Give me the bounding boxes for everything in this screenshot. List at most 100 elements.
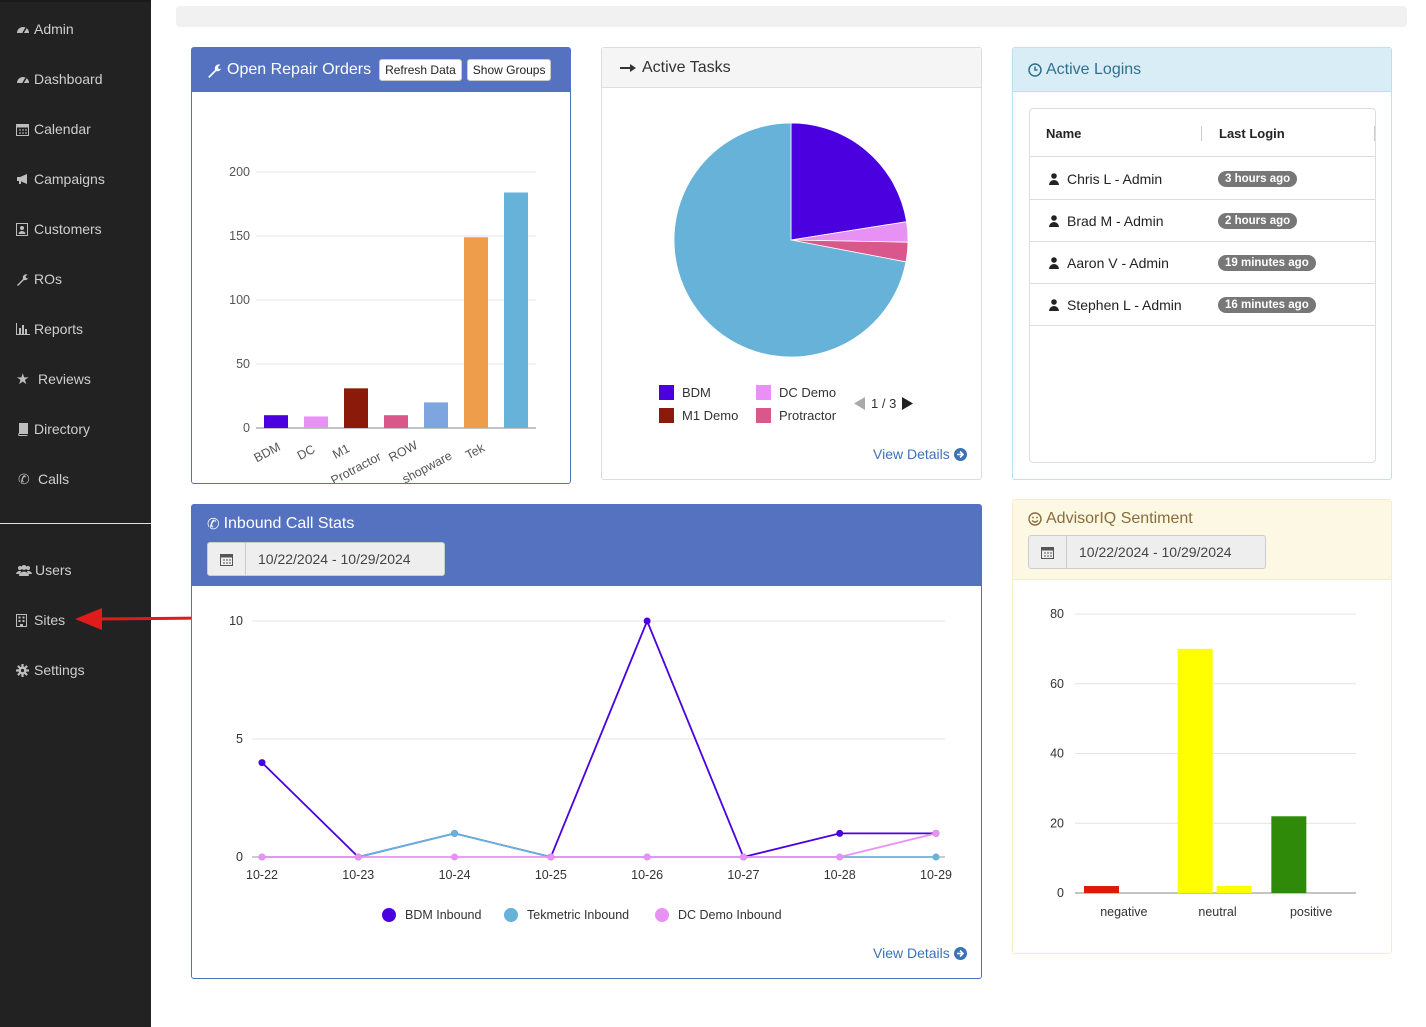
active-tasks-panel: Active Tasks BDM DC Demo M1 Demo Protrac… — [601, 47, 982, 480]
book-icon — [16, 422, 34, 436]
legend-marker — [382, 908, 396, 922]
legend-item[interactable]: DC Demo — [756, 385, 836, 400]
bar — [504, 192, 528, 428]
inbound-calls-chart: 0 5 10 10-22 10-23 10-24 10-25 10-26 10-27 10-28 1… — [229, 614, 952, 922]
column-divider — [1201, 126, 1202, 141]
sidebar-item-campaigns[interactable]: Campaigns — [16, 169, 105, 189]
sidebar-item-dashboard[interactable]: Dashboard — [16, 69, 103, 89]
data-point — [739, 853, 747, 861]
active-tasks-pie — [673, 122, 909, 358]
x-tick-label: neutral — [1198, 905, 1236, 919]
next-page-icon[interactable] — [902, 397, 914, 410]
sidebar-item-users[interactable]: Users — [16, 560, 72, 580]
last-login-badge: 19 minutes ago — [1218, 254, 1316, 271]
x-tick-label: M1 — [330, 441, 352, 462]
legend-item[interactable]: M1 Demo — [659, 408, 738, 423]
legend-item[interactable]: BDM — [659, 385, 711, 400]
x-tick-label: 10-22 — [246, 868, 278, 882]
data-point — [836, 853, 844, 861]
show-groups-button[interactable]: Show Groups — [466, 59, 552, 81]
x-tick-label: 10-28 — [824, 868, 856, 882]
legend-item[interactable]: Protractor — [756, 408, 836, 423]
phone-icon: ✆ — [207, 516, 220, 533]
sidebar-item-customers[interactable]: Customers — [16, 219, 102, 239]
data-point — [547, 853, 555, 861]
sidebar-item-settings[interactable]: Settings — [16, 660, 85, 680]
y-tick-label: 0 — [1057, 886, 1064, 900]
table-row[interactable]: Aaron V - Admin 19 minutes ago — [1030, 242, 1375, 284]
table-row[interactable]: Brad M - Admin 2 hours ago — [1030, 200, 1375, 242]
user-name: Aaron V - Admin — [1067, 254, 1169, 271]
sidebar-item-admin[interactable]: Admin — [16, 19, 74, 39]
data-point — [451, 853, 459, 861]
legend-label: BDM Inbound — [405, 908, 481, 922]
panel-title: Open Repair Orders — [227, 61, 372, 78]
legend-swatch — [659, 408, 674, 423]
column-header-name[interactable]: Name — [1046, 126, 1082, 141]
smile-icon — [1028, 512, 1042, 526]
sidebar-item-label: Campaigns — [34, 171, 105, 187]
pie-slice — [673, 122, 907, 358]
sentiment-date-range-picker[interactable]: 10/22/2024 - 10/29/2024 — [1028, 535, 1266, 569]
bar — [1084, 886, 1119, 893]
refresh-data-button[interactable]: Refresh Data — [379, 59, 462, 81]
sidebar-item-calendar[interactable]: Calendar — [16, 119, 91, 139]
calendar-icon — [208, 543, 246, 575]
bar — [464, 237, 488, 428]
active-tasks-view-details-link[interactable]: View Details — [873, 446, 967, 462]
sidebar-item-directory[interactable]: Directory — [16, 419, 90, 439]
x-tick-label: 10-29 — [920, 868, 952, 882]
sidebar-item-reports[interactable]: Reports — [16, 319, 83, 339]
table-row[interactable]: Stephen L - Admin 16 minutes ago — [1030, 284, 1375, 326]
user-icon — [1049, 298, 1059, 311]
legend-label: BDM — [682, 385, 711, 400]
x-tick-label: 10-25 — [535, 868, 567, 882]
user-name: Brad M - Admin — [1067, 212, 1164, 229]
y-tick-label: 150 — [229, 229, 250, 243]
panel-title: Active Logins — [1046, 60, 1142, 78]
users-icon — [16, 564, 34, 576]
legend-label: Tekmetric Inbound — [527, 908, 629, 922]
sidebar-item-label: Users — [35, 562, 72, 578]
sidebar-item-sites[interactable]: Sites — [16, 610, 65, 630]
y-tick-label: 60 — [1050, 677, 1064, 691]
legend-label: M1 Demo — [682, 408, 739, 423]
table-header: Name Last Login — [1030, 109, 1375, 157]
contact-card-icon — [16, 222, 34, 236]
inbound-view-details-link[interactable]: View Details — [873, 945, 967, 961]
sidebar-item-reviews[interactable]: ★ Reviews — [16, 369, 91, 389]
data-point — [258, 759, 266, 767]
y-tick-label: 5 — [236, 732, 243, 746]
sidebar-item-label: ROs — [34, 271, 62, 287]
table-row[interactable]: Chris L - Admin 3 hours ago — [1030, 158, 1375, 200]
y-tick-label: 100 — [229, 293, 250, 307]
prev-page-icon[interactable] — [854, 397, 865, 410]
legend-swatch — [756, 408, 771, 423]
calendar-icon — [16, 123, 34, 136]
sidebar-item-calls[interactable]: ✆ Calls — [16, 469, 69, 489]
bar — [384, 415, 408, 428]
user-icon — [1049, 256, 1059, 269]
sidebar-item-ros[interactable]: ROs — [16, 269, 62, 289]
inbound-date-range-picker[interactable]: 10/22/2024 - 10/29/2024 — [207, 542, 445, 576]
logins-table: Name Last Login Chris L - Admin 3 hours … — [1029, 108, 1376, 463]
panel-title-row: AdvisorIQ Sentiment — [1028, 510, 1193, 528]
inbound-calls-panel: ✆ Inbound Call Stats 10/22/2024 - 10/29/… — [191, 504, 982, 979]
bar — [424, 402, 448, 428]
wrench-icon — [207, 63, 222, 78]
last-login-badge: 16 minutes ago — [1218, 296, 1316, 313]
column-header-last-login[interactable]: Last Login — [1219, 126, 1285, 141]
dashboard-icon — [16, 73, 34, 85]
x-tick-label: ROW — [386, 438, 420, 465]
panel-title-row: ✆ Inbound Call Stats — [207, 515, 354, 533]
data-point — [932, 853, 940, 861]
legend-label: DC Demo Inbound — [678, 908, 782, 922]
top-strip — [176, 6, 1407, 27]
sidebar-divider — [0, 523, 151, 524]
data-point — [836, 829, 844, 837]
bar — [1216, 886, 1252, 893]
pager-text: 1 / 3 — [871, 396, 897, 411]
y-tick-label: 0 — [243, 421, 250, 435]
sidebar-item-label: Customers — [34, 221, 102, 237]
